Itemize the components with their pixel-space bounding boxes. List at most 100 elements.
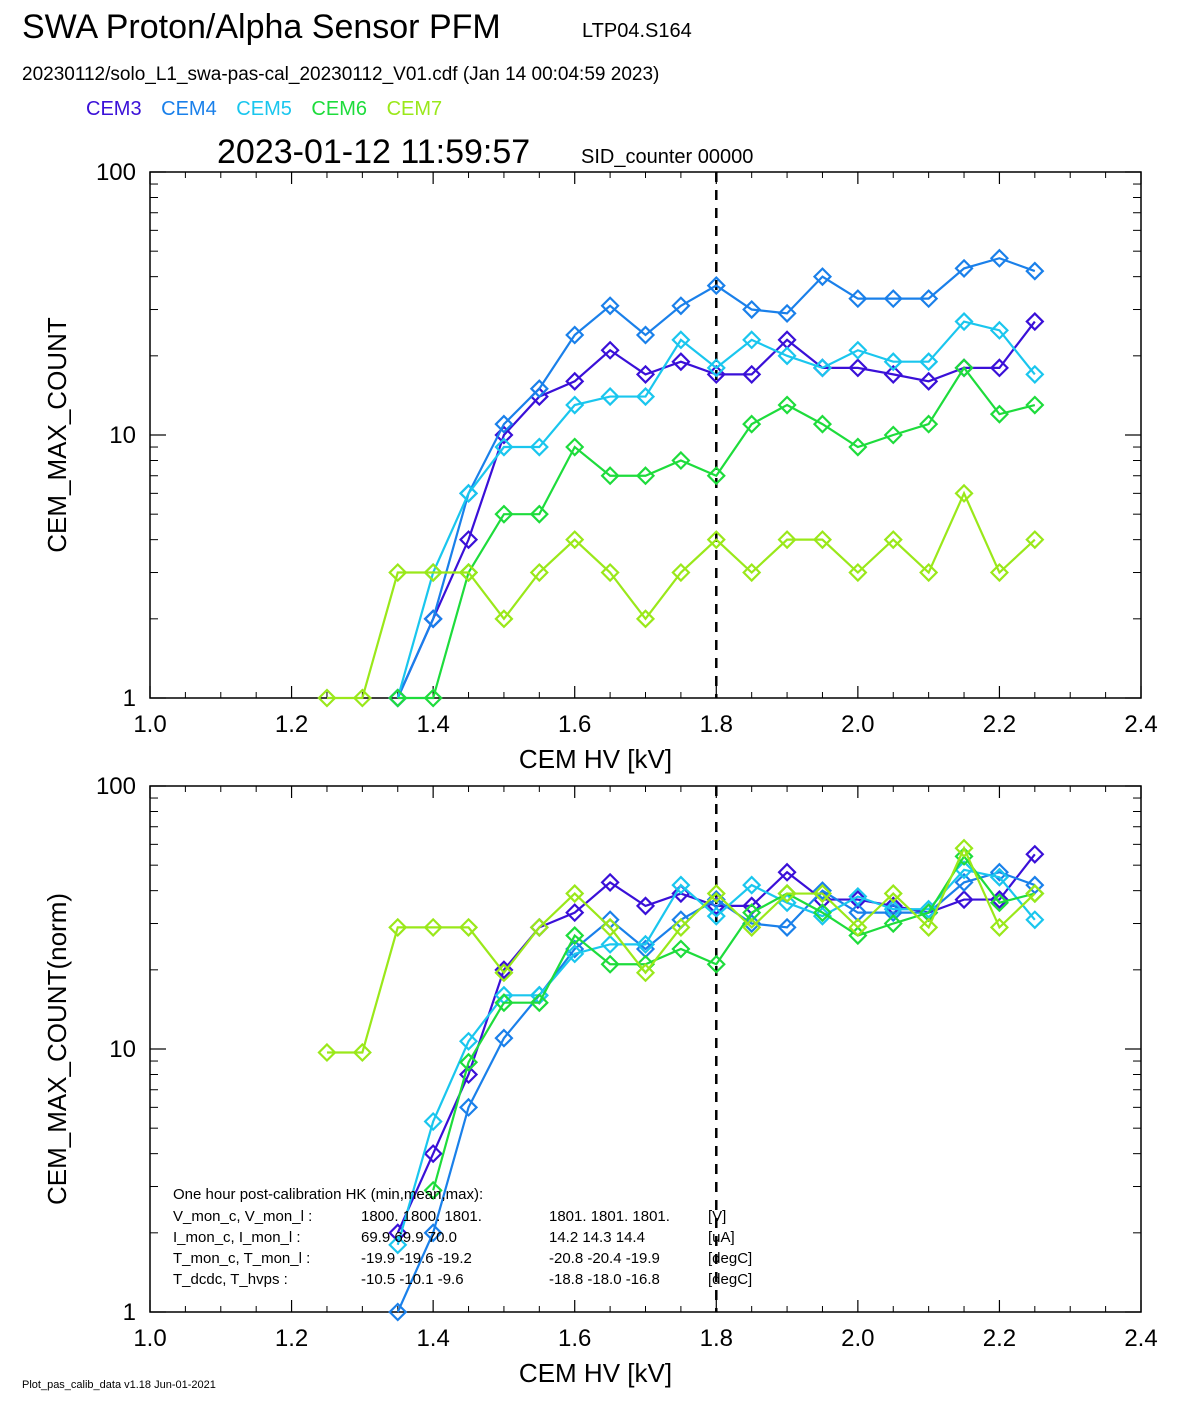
y-axis-label: CEM_MAX_COUNT(norm) — [42, 893, 72, 1205]
y-tick-label: 100 — [96, 159, 136, 186]
data-point-marker — [565, 530, 585, 550]
data-point-marker — [565, 925, 585, 946]
data-point-marker — [848, 437, 868, 457]
data-point-marker — [883, 899, 903, 919]
data-point-marker — [919, 371, 939, 391]
info-cell: 1801. 1801. 1801. — [549, 1208, 670, 1225]
x-tick-label: 2.2 — [983, 1325, 1016, 1352]
data-point-marker — [352, 688, 372, 708]
data-point-marker — [317, 1042, 337, 1063]
data-point-marker — [812, 906, 833, 926]
data-point-marker — [777, 346, 797, 366]
data-point-marker — [706, 358, 726, 378]
data-point-marker — [423, 917, 443, 937]
data-point-marker — [919, 562, 939, 583]
data-point-marker — [954, 890, 974, 910]
data-point-marker — [671, 330, 691, 350]
data-point-marker — [529, 993, 549, 1013]
data-point-marker — [458, 1064, 479, 1085]
data-point-marker — [706, 883, 726, 904]
data-point-marker — [1025, 261, 1045, 281]
data-point-marker — [848, 925, 868, 946]
data-point-marker — [600, 934, 620, 954]
data-point-marker — [989, 358, 1009, 378]
data-point-marker — [989, 867, 1009, 887]
series-line — [396, 257, 1036, 699]
data-point-marker — [565, 903, 585, 923]
data-point-marker — [635, 364, 656, 384]
data-point-marker — [423, 1180, 443, 1200]
calibration-info-box: One hour post-calibration HK (min,mean,m… — [173, 1186, 752, 1288]
data-point-marker — [989, 917, 1009, 937]
y-tick-label: 1 — [123, 1299, 136, 1326]
data-point-marker — [848, 358, 868, 378]
data-point-marker — [883, 530, 903, 550]
legend-entry-cem5: CEM5 — [236, 98, 292, 120]
data-point-marker — [671, 352, 691, 372]
data-point-marker — [458, 562, 479, 583]
series-line — [326, 490, 1036, 700]
series-cem7 — [317, 483, 1045, 708]
data-point-marker — [352, 1042, 372, 1063]
timestamp-label: 2023-01-12 11:59:57 — [217, 133, 531, 171]
data-point-marker — [494, 504, 514, 524]
chart-panel-2: 1.0 1.2 1.4 1.6 1.8 2.0 2.2 2.4 1 10 100 CEM HV [kV… — [42, 773, 1158, 1388]
data-point-marker — [742, 414, 762, 434]
data-point-marker — [388, 917, 408, 937]
info-heading: One hour post-calibration HK (min,mean,m… — [173, 1186, 483, 1203]
series-line — [397, 365, 1036, 700]
data-point-marker — [989, 248, 1009, 268]
info-cell: -18.8 -18.0 -16.8 — [549, 1271, 660, 1288]
info-cell: T_dcdc, T_hvps : — [173, 1271, 288, 1288]
chart-legend: CEM3 CEM4 CEM5 CEM6 CEM7 — [86, 98, 456, 121]
legend-entry-cem7: CEM7 — [386, 98, 443, 120]
page-title: SWA Proton/Alpha Sensor PFM — [22, 8, 501, 46]
data-point-marker — [777, 883, 797, 904]
data-point-marker — [777, 917, 797, 937]
legend-entry-cem6: CEM6 — [311, 98, 367, 120]
data-point-marker — [742, 364, 762, 384]
info-cell: V_mon_c, V_mon_l : — [173, 1208, 312, 1225]
data-point-marker — [954, 872, 974, 892]
info-cell: -20.8 -20.4 -19.9 — [549, 1250, 660, 1267]
info-cell: [uA] — [708, 1229, 735, 1246]
data-point-marker — [388, 562, 408, 583]
data-point-marker — [635, 896, 656, 916]
data-point-marker — [1025, 910, 1045, 930]
data-point-marker — [883, 364, 903, 384]
data-point-marker — [458, 1031, 479, 1051]
data-point-marker — [458, 917, 479, 937]
data-point-marker — [989, 893, 1009, 913]
data-point-marker — [954, 358, 974, 378]
data-point-marker — [883, 425, 903, 445]
x-tick-label: 1.0 — [133, 1325, 166, 1352]
data-point-marker — [848, 890, 868, 910]
data-point-marker — [600, 954, 620, 974]
data-point-marker — [706, 276, 726, 296]
data-point-marker — [635, 387, 656, 407]
info-cell: I_mon_c, I_mon_l : — [173, 1229, 301, 1246]
data-point-marker — [989, 862, 1009, 882]
info-cell: 14.2 14.3 14.4 — [549, 1229, 645, 1246]
data-point-marker — [317, 688, 337, 708]
info-cell: [V] — [708, 1208, 726, 1225]
x-tick-label: 1.2 — [275, 711, 308, 738]
data-point-marker — [494, 437, 514, 457]
data-point-marker — [812, 881, 833, 901]
data-point-marker — [883, 883, 903, 904]
x-tick-label: 2.4 — [1124, 711, 1157, 738]
data-point-marker — [529, 379, 549, 399]
data-point-marker — [883, 896, 903, 916]
info-cell: 69.9 69.9 70.0 — [361, 1229, 457, 1246]
data-point-marker — [777, 395, 797, 415]
series-cem6 — [388, 358, 1045, 708]
data-point-marker — [742, 562, 762, 583]
data-point-marker — [494, 963, 514, 983]
data-point-marker — [423, 562, 443, 583]
y-tick-label: 10 — [109, 1036, 136, 1063]
data-point-marker — [1025, 395, 1045, 415]
x-tick-label: 2.4 — [1124, 1325, 1157, 1352]
data-point-marker — [1025, 364, 1045, 384]
info-cell: -19.9 -19.6 -19.2 — [361, 1250, 472, 1267]
